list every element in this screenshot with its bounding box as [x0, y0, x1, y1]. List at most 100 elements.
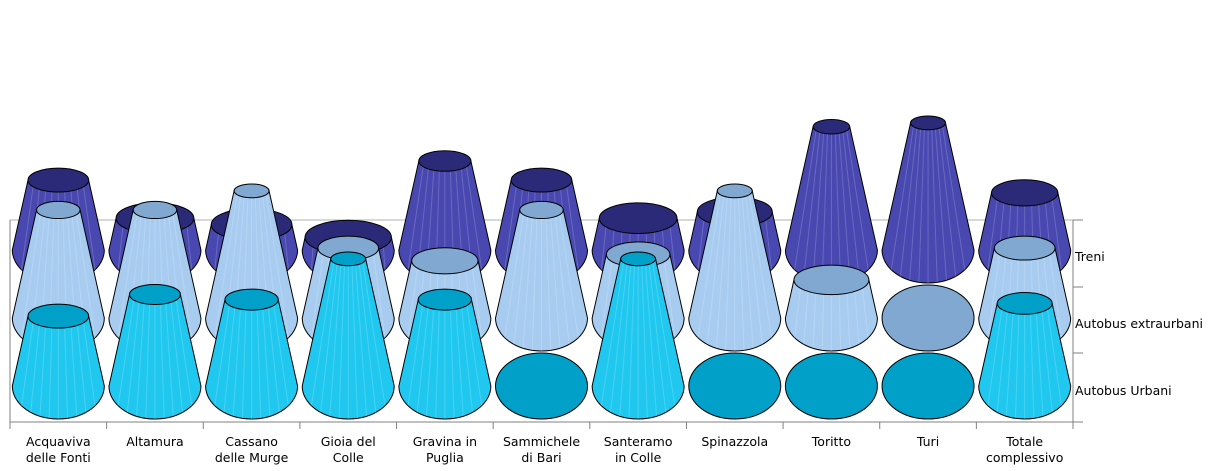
category-label: Cassano [225, 434, 278, 449]
cone-texture-line [338, 258, 346, 419]
cone-texture-line [21, 316, 35, 406]
cone-top [812, 118, 851, 135]
cone-top [510, 167, 573, 193]
cone-texture-line [261, 299, 271, 417]
cone-texture-line [361, 258, 386, 406]
cone-texture-line [644, 258, 658, 417]
cone-texture-line [63, 316, 69, 419]
cone-texture-line [21, 209, 42, 338]
category-label: Altamura [126, 434, 183, 449]
cone-0-1 [108, 283, 202, 420]
cone-texture-line [310, 258, 335, 406]
cone-texture-line [232, 299, 242, 417]
cone-texture-line [764, 211, 773, 270]
cone-texture-line [504, 209, 525, 338]
cone-top [598, 202, 678, 235]
cone-top [233, 183, 270, 199]
cone-texture-line [354, 258, 368, 417]
cone-2-9 [881, 115, 975, 284]
category-label: Sammichele [503, 434, 580, 449]
cone-texture-line [931, 122, 938, 283]
cone-0-5 [495, 352, 588, 420]
cone-texture-line [460, 299, 473, 413]
cone-texture-line [82, 316, 96, 406]
cone-texture-line [69, 316, 78, 417]
cone-texture-line [513, 209, 529, 345]
cone-texture-line [1029, 303, 1035, 419]
cone-top [418, 150, 472, 172]
cone-texture-line [812, 126, 825, 281]
cone-base-disk [784, 352, 878, 420]
cone-top [716, 183, 753, 199]
cone-1-8 [784, 264, 878, 352]
cone-top [417, 288, 472, 311]
cone-texture-line [1035, 303, 1044, 417]
category-label: Santeramo [604, 434, 673, 449]
cone-texture-line [1014, 303, 1020, 419]
cone-texture-line [706, 190, 725, 345]
cone-texture-line [169, 294, 184, 413]
cone-texture-line [265, 190, 289, 338]
cone-2-8 [784, 118, 878, 284]
cone-base-disk [881, 284, 975, 352]
cone-1-7 [688, 183, 782, 352]
cone-texture-line [794, 126, 818, 270]
cone-top [620, 251, 657, 267]
cone-texture-line [214, 190, 239, 338]
cone-0-2 [205, 288, 299, 420]
cone-texture-line [663, 254, 676, 338]
series-label: Autobus extraurbani [1075, 316, 1203, 331]
cone-top [36, 200, 81, 220]
cone-top [27, 167, 90, 193]
cone-texture-line [987, 303, 1004, 406]
cone-texture-line [1046, 303, 1062, 406]
cone-texture-line [126, 294, 141, 413]
cone-base-disk [495, 352, 588, 420]
category-label: Gravina in [413, 434, 477, 449]
series-label: Treni [1074, 249, 1105, 264]
cone-texture-line [1005, 303, 1015, 417]
cone-0-3 [301, 251, 395, 420]
cone-texture-line [470, 260, 483, 338]
cone-0-10 [978, 292, 1072, 420]
cone-texture-line [465, 299, 483, 406]
cone-texture-line [909, 122, 922, 281]
cone-texture-line [117, 209, 139, 338]
cone-1-9 [881, 284, 975, 352]
cone-side [591, 258, 685, 420]
cone-texture-line [310, 248, 325, 338]
cone-texture-line [171, 209, 193, 338]
cone-texture-line [30, 316, 41, 413]
cone-texture-line [890, 122, 915, 270]
cone-texture-line [558, 209, 579, 338]
cone-texture-line [803, 126, 821, 277]
cone-top [128, 283, 181, 306]
category-label: complessivo [986, 450, 1063, 465]
cone-top [330, 251, 367, 267]
cone-texture-line [899, 122, 919, 277]
cone-side [688, 190, 782, 352]
cone-texture-line [48, 316, 53, 419]
cone-0-9 [881, 352, 975, 420]
cone-texture-line [455, 299, 464, 417]
cone-texture-line [838, 126, 851, 281]
cone-texture-line [1048, 248, 1062, 338]
cone-texture-line [941, 122, 966, 270]
category-label: Puglia [426, 450, 464, 465]
cone-side [784, 279, 878, 352]
cone-texture-line [821, 126, 829, 283]
cone-texture-line [918, 122, 926, 283]
cone-texture-line [1040, 303, 1053, 413]
cone-side [881, 122, 975, 284]
cone-top [996, 292, 1053, 315]
category-label: Turi [916, 434, 939, 449]
cone-top [27, 303, 90, 329]
cone-texture-line [554, 209, 570, 345]
cone-side [494, 209, 589, 352]
cone-texture-line [545, 209, 552, 351]
cone-texture-line [628, 258, 636, 419]
cone-texture-line [75, 209, 96, 338]
cone-0-8 [784, 352, 878, 420]
cone-texture-line [407, 160, 425, 270]
cone-texture-line [407, 260, 419, 338]
